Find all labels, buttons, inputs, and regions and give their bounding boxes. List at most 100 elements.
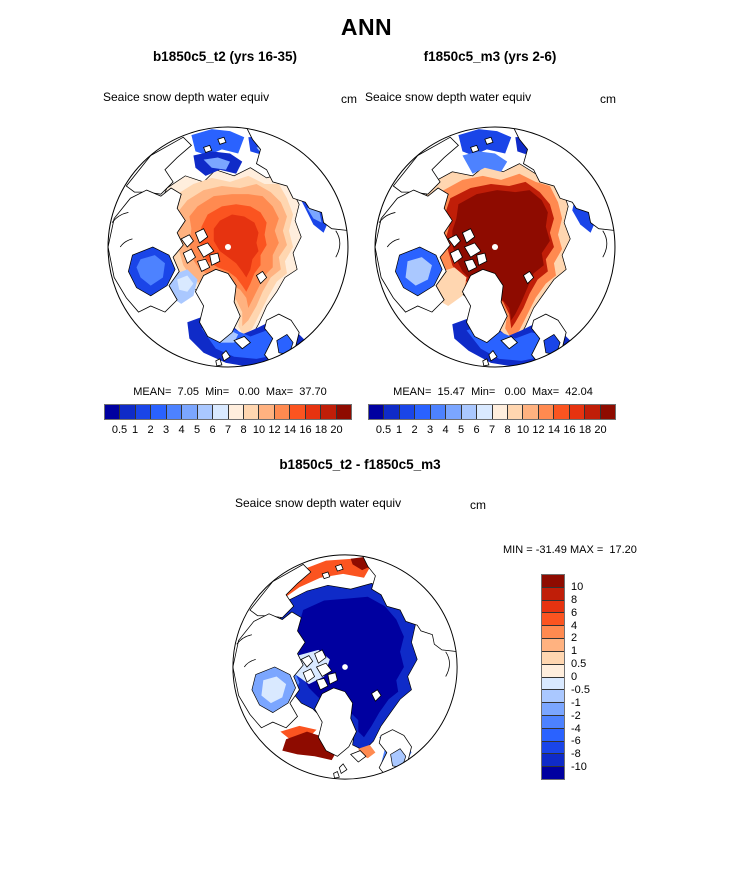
colorbar-segment xyxy=(542,703,564,716)
colorbar-segment xyxy=(538,405,555,419)
colorbar-segment xyxy=(461,405,478,419)
pole-hole-dot xyxy=(224,243,232,251)
panel-diff-colorbar-ticks: 10 8 6 4 2 1 0.5 0 -0.5 -1 -2 -4 -6 -8 -10 xyxy=(571,574,613,780)
map-fill-region xyxy=(405,257,432,286)
colorbar-tick-label: 4 xyxy=(442,424,449,436)
pole-hole-dot xyxy=(342,664,348,670)
map-boundary-circle xyxy=(232,554,458,780)
colorbar-tick-label: 14 xyxy=(283,424,297,436)
colorbar-tick-label: 5 xyxy=(193,424,201,436)
colorbar-segment xyxy=(415,405,431,419)
colorbar-tick-label: 7 xyxy=(488,424,496,436)
colorbar-tick-label: 6 xyxy=(209,424,216,436)
colorbar-segment xyxy=(430,405,447,419)
panel-b-colorbar: 0.5 1 2 3 4 5 6 7 8 10 12 14 16 18 20 xyxy=(368,404,616,437)
colorbar-segment xyxy=(243,405,260,419)
colorbar-segment xyxy=(151,405,167,419)
colorbar-segment xyxy=(542,715,564,729)
colorbar-segment xyxy=(182,405,198,419)
map-fill-region xyxy=(203,157,231,170)
panel-b-units-label: cm xyxy=(600,92,616,106)
colorbar-segment xyxy=(542,639,564,652)
colorbar-segment xyxy=(523,405,539,419)
map-fill-region xyxy=(177,275,194,292)
colorbar-tick-label: 10 xyxy=(252,424,266,436)
colorbar-tick-label: 12 xyxy=(268,424,281,436)
colorbar-tick-label: 4 xyxy=(178,424,185,436)
colorbar-tick-label: -0.5 xyxy=(571,683,590,696)
colorbar-tick-label: 14 xyxy=(547,424,561,436)
colorbar-segment xyxy=(585,405,601,419)
colorbar-segment xyxy=(321,405,337,419)
panel-a-colorbar-segments xyxy=(104,404,352,420)
panel-b-field-label: Seaice snow depth water equiv xyxy=(365,90,532,104)
panel-b-colorbar-segments xyxy=(368,404,616,420)
colorbar-segment xyxy=(542,575,564,588)
colorbar-tick-label: 1 xyxy=(571,645,578,658)
colorbar-tick-label: 16 xyxy=(563,424,576,436)
colorbar-tick-label: -10 xyxy=(571,761,587,774)
map-panel-a xyxy=(107,126,349,368)
colorbar-segment xyxy=(542,690,564,704)
colorbar-tick-label: 12 xyxy=(532,424,545,436)
colorbar-tick-label: 7 xyxy=(224,424,232,436)
colorbar-tick-label: -8 xyxy=(571,748,581,761)
colorbar-segment xyxy=(213,405,229,419)
panel-diff-title: b1850c5_t2 - f1850c5_m3 xyxy=(279,457,441,472)
colorbar-segment xyxy=(542,741,564,755)
colorbar-segment xyxy=(542,677,564,691)
colorbar-tick-label: 10 xyxy=(516,424,530,436)
panel-a-colorbar-ticks: 0.5 1 2 3 4 5 6 7 8 10 12 14 16 18 20 xyxy=(104,424,352,437)
map-panel-diff xyxy=(232,554,458,780)
colorbar-tick-label: 8 xyxy=(240,424,247,436)
panel-diff-colorbar-segments xyxy=(541,574,565,780)
colorbar-tick-label: -6 xyxy=(571,735,581,748)
panel-a-field-label: Seaice snow depth water equiv xyxy=(103,90,270,104)
colorbar-tick-label: 20 xyxy=(594,424,607,436)
map-fill-region xyxy=(213,214,259,278)
colorbar-segment xyxy=(166,405,183,419)
colorbar-segment xyxy=(477,405,493,419)
colorbar-segment xyxy=(274,405,291,419)
colorbar-segment xyxy=(542,600,564,614)
colorbar-segment xyxy=(542,754,564,768)
map-fill-region xyxy=(136,255,165,286)
colorbar-segment xyxy=(569,405,586,419)
colorbar-segment xyxy=(492,405,508,419)
colorbar-tick-label: 6 xyxy=(473,424,480,436)
colorbar-segment xyxy=(600,405,615,419)
colorbar-segment xyxy=(369,405,385,419)
colorbar-segment xyxy=(228,405,244,419)
colorbar-tick-label: 18 xyxy=(314,424,328,436)
colorbar-tick-label: 6 xyxy=(571,606,578,619)
colorbar-tick-label: 4 xyxy=(571,619,578,632)
colorbar-segment xyxy=(197,405,214,419)
map-fill-region xyxy=(452,190,550,321)
panel-b-title: f1850c5_m3 (yrs 2-6) xyxy=(423,49,557,64)
colorbar-segment xyxy=(259,405,275,419)
panel-b-stats: MEAN= 15.47 Min= 0.00 Max= 42.04 xyxy=(393,386,593,398)
panel-diff-minmax: MIN = -31.49 MAX = 17.20 xyxy=(503,544,637,556)
colorbar-tick-label: 16 xyxy=(299,424,312,436)
colorbar-tick-label: 1 xyxy=(131,424,139,436)
map-fill-region xyxy=(261,676,287,704)
map-panel-b xyxy=(374,126,616,368)
colorbar-segment xyxy=(399,405,416,419)
colorbar-tick-label: 18 xyxy=(578,424,592,436)
colorbar-segment xyxy=(542,587,564,601)
colorbar-segment xyxy=(507,405,524,419)
colorbar-tick-label: 0 xyxy=(571,671,578,683)
map-fill-region xyxy=(297,596,404,738)
panel-a-stats: MEAN= 7.05 Min= 0.00 Max= 37.70 xyxy=(133,386,327,398)
colorbar-tick-label: -2 xyxy=(571,709,581,722)
map-fill-region xyxy=(462,151,508,174)
colorbar-tick-label: 2 xyxy=(571,632,578,645)
colorbar-tick-label: 2 xyxy=(411,424,418,436)
colorbar-segment xyxy=(542,613,564,627)
map-boundary-circle xyxy=(374,126,616,368)
colorbar-tick-label: 5 xyxy=(457,424,465,436)
colorbar-tick-label: -4 xyxy=(571,722,581,735)
colorbar-segment xyxy=(446,405,462,419)
colorbar-segment xyxy=(542,651,564,665)
